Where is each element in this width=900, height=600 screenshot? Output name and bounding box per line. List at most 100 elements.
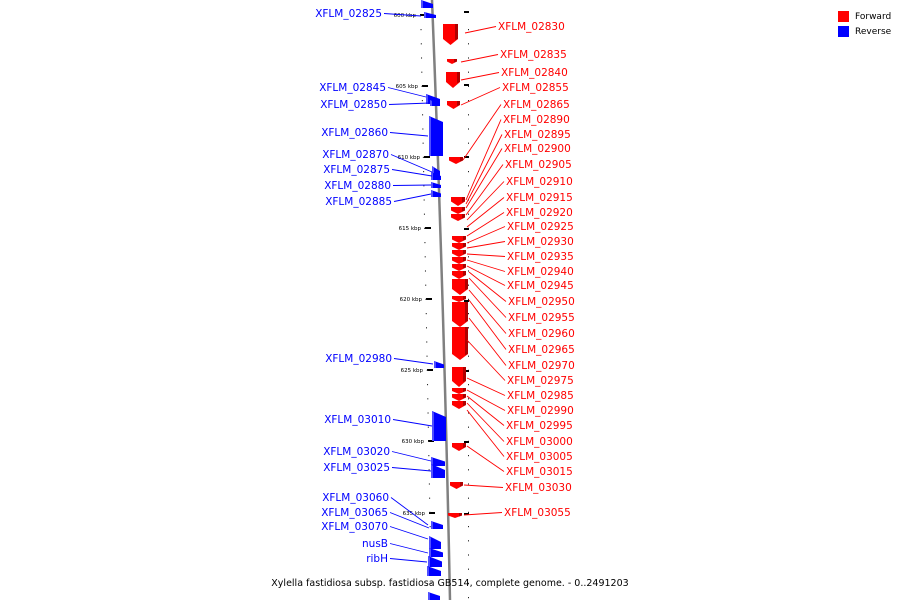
minor-tick [468,483,469,485]
forward-gene-label: XFLM_02840 [501,67,568,79]
reverse-gene [434,361,444,368]
forward-gene-connector [465,134,503,205]
minor-tick [468,171,469,173]
legend-forward-label: Forward [855,11,892,22]
forward-gene-connector [468,271,507,302]
reverse-gene-connector [383,13,422,17]
forward-swatch [838,11,849,22]
forward-gene [447,101,460,109]
minor-tick [468,185,469,187]
minor-tick [421,85,423,87]
scale-tick [464,228,469,230]
minor-tick [468,469,469,471]
forward-gene [447,59,457,64]
reverse-gene-connector [389,558,428,563]
forward-gene-connector [468,289,507,334]
forward-gene-label: XFLM_02855 [502,82,569,94]
forward-gene [452,250,466,257]
minor-tick [468,526,469,528]
minor-tick [423,213,425,215]
minor-tick [468,142,469,144]
forward-gene-connector [463,484,504,488]
reverse-gene-connector [392,184,432,186]
minor-tick [468,85,469,87]
reverse-gene-connector [389,512,430,529]
scale-tick-label: 615 kbp [399,226,422,232]
reverse-gene-label: XFLM_03010 [324,414,391,426]
forward-gene-connector [466,212,505,237]
forward-gene-label: XFLM_02965 [508,344,575,356]
reverse-gene [429,536,441,549]
minor-tick [424,256,426,258]
forward-gene [452,296,466,302]
reverse-gene-label: ribH [366,553,388,565]
reverse-gene [428,556,442,567]
forward-gene-connector [465,148,503,209]
forward-gene-connector [462,104,502,161]
reverse-gene [430,100,440,106]
scale-tick-label: 605 kbp [396,84,419,90]
forward-gene [446,72,460,88]
reverse-gene [429,548,443,557]
forward-gene-connector [468,299,507,350]
forward-gene [452,327,468,360]
minor-tick [468,313,469,315]
reverse-gene-label: XFLM_02980 [325,353,392,365]
forward-gene-label: XFLM_02950 [508,296,575,308]
forward-gene-connector [466,197,505,228]
reverse-gene-label: XFLM_02885 [325,196,392,208]
reverse-swatch [838,26,849,37]
minor-tick [425,313,427,315]
minor-tick [429,526,431,528]
forward-gene-label: XFLM_02985 [507,390,574,402]
reverse-gene-label: nusB [362,538,388,550]
forward-gene-connector [466,377,506,396]
minor-tick [468,298,469,300]
forward-gene-label: XFLM_02895 [504,129,571,141]
minor-tick [468,412,469,414]
forward-gene-label: XFLM_02940 [507,266,574,278]
minor-tick [468,455,469,457]
forward-gene-label: XFLM_02905 [505,159,572,171]
forward-gene-label: XFLM_03030 [505,482,572,494]
minor-tick [468,597,469,599]
scale-tick [425,227,431,229]
forward-gene [452,302,468,327]
forward-gene-connector [460,87,501,106]
minor-tick [423,185,425,187]
forward-gene-label: XFLM_02935 [507,251,574,263]
forward-gene-connector [468,277,507,318]
forward-gene [443,24,458,45]
forward-gene-label: XFLM_02975 [507,375,574,387]
forward-gene-label: XFLM_02925 [507,221,574,233]
forward-gene [452,271,466,279]
forward-gene-connector [466,181,505,221]
minor-tick [422,128,424,130]
minor-tick [427,384,429,386]
minor-tick [426,369,428,371]
forward-gene-label: XFLM_02865 [503,99,570,111]
forward-gene-label: XFLM_02945 [507,280,574,292]
reverse-gene-connector [387,87,427,98]
scale-tick [464,370,469,372]
genome-title: Xylella fastidiosa subsp. fastidiosa GB5… [271,578,629,589]
scale-tick [426,298,432,300]
reverse-gene-connector [389,132,429,137]
minor-tick [427,412,429,414]
forward-gene-connector [460,72,500,81]
forward-gene-connector [463,512,503,516]
forward-gene-label: XFLM_02915 [506,192,573,204]
scale-tick-label: 610 kbp [398,155,421,161]
reverse-gene-connector [393,358,434,365]
forward-gene [448,513,462,518]
reverse-gene-connector [391,451,432,462]
forward-gene-label: XFLM_02910 [506,176,573,188]
minor-tick [468,57,469,59]
minor-tick [468,426,469,428]
minor-tick [427,398,429,400]
reverse-gene-connector [389,526,429,540]
minor-tick [426,355,428,357]
forward-gene-label: XFLM_02830 [498,21,565,33]
forward-gene [449,157,463,164]
forward-gene [452,279,468,295]
